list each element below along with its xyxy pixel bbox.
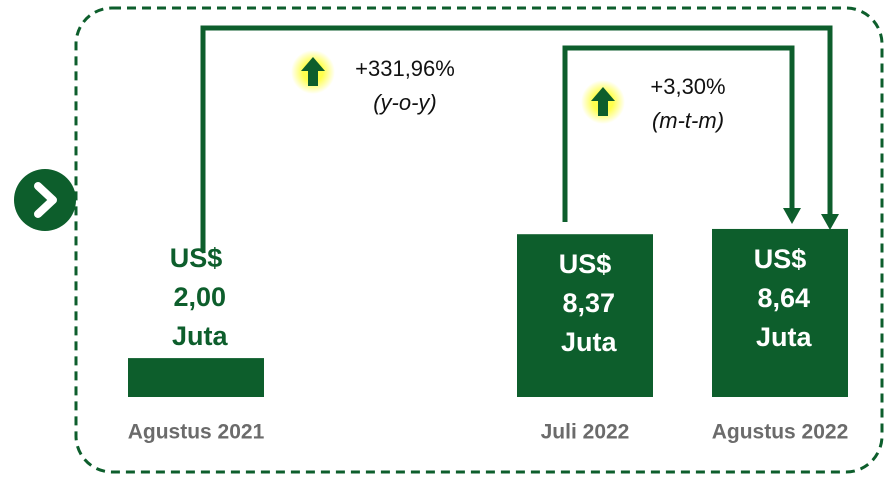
x-tick-label: Agustus 2021 xyxy=(128,421,265,444)
bar xyxy=(712,228,848,397)
x-tick-label: Agustus 2022 xyxy=(712,421,849,444)
period-label: (y-o-y) xyxy=(373,90,437,115)
chevron xyxy=(34,182,57,218)
bar xyxy=(517,234,653,397)
change-label: +3,30% xyxy=(650,74,725,99)
period-label: (m-t-m) xyxy=(652,108,724,133)
nav-icon xyxy=(14,169,76,231)
value-label: US$ 8,64 Juta xyxy=(748,244,812,352)
up-icon xyxy=(291,50,335,94)
value-label: US$ 8,37 Juta xyxy=(553,249,617,357)
frame xyxy=(74,6,884,474)
arrowhead xyxy=(821,214,839,230)
value-label: US$ 2,00 Juta xyxy=(164,243,228,351)
connectors xyxy=(200,25,833,252)
up-icon xyxy=(581,80,625,124)
bar xyxy=(128,358,264,397)
arrowhead xyxy=(783,208,801,224)
x-tick-label: Juli 2022 xyxy=(541,421,630,444)
change-label: +331,96% xyxy=(355,56,455,81)
